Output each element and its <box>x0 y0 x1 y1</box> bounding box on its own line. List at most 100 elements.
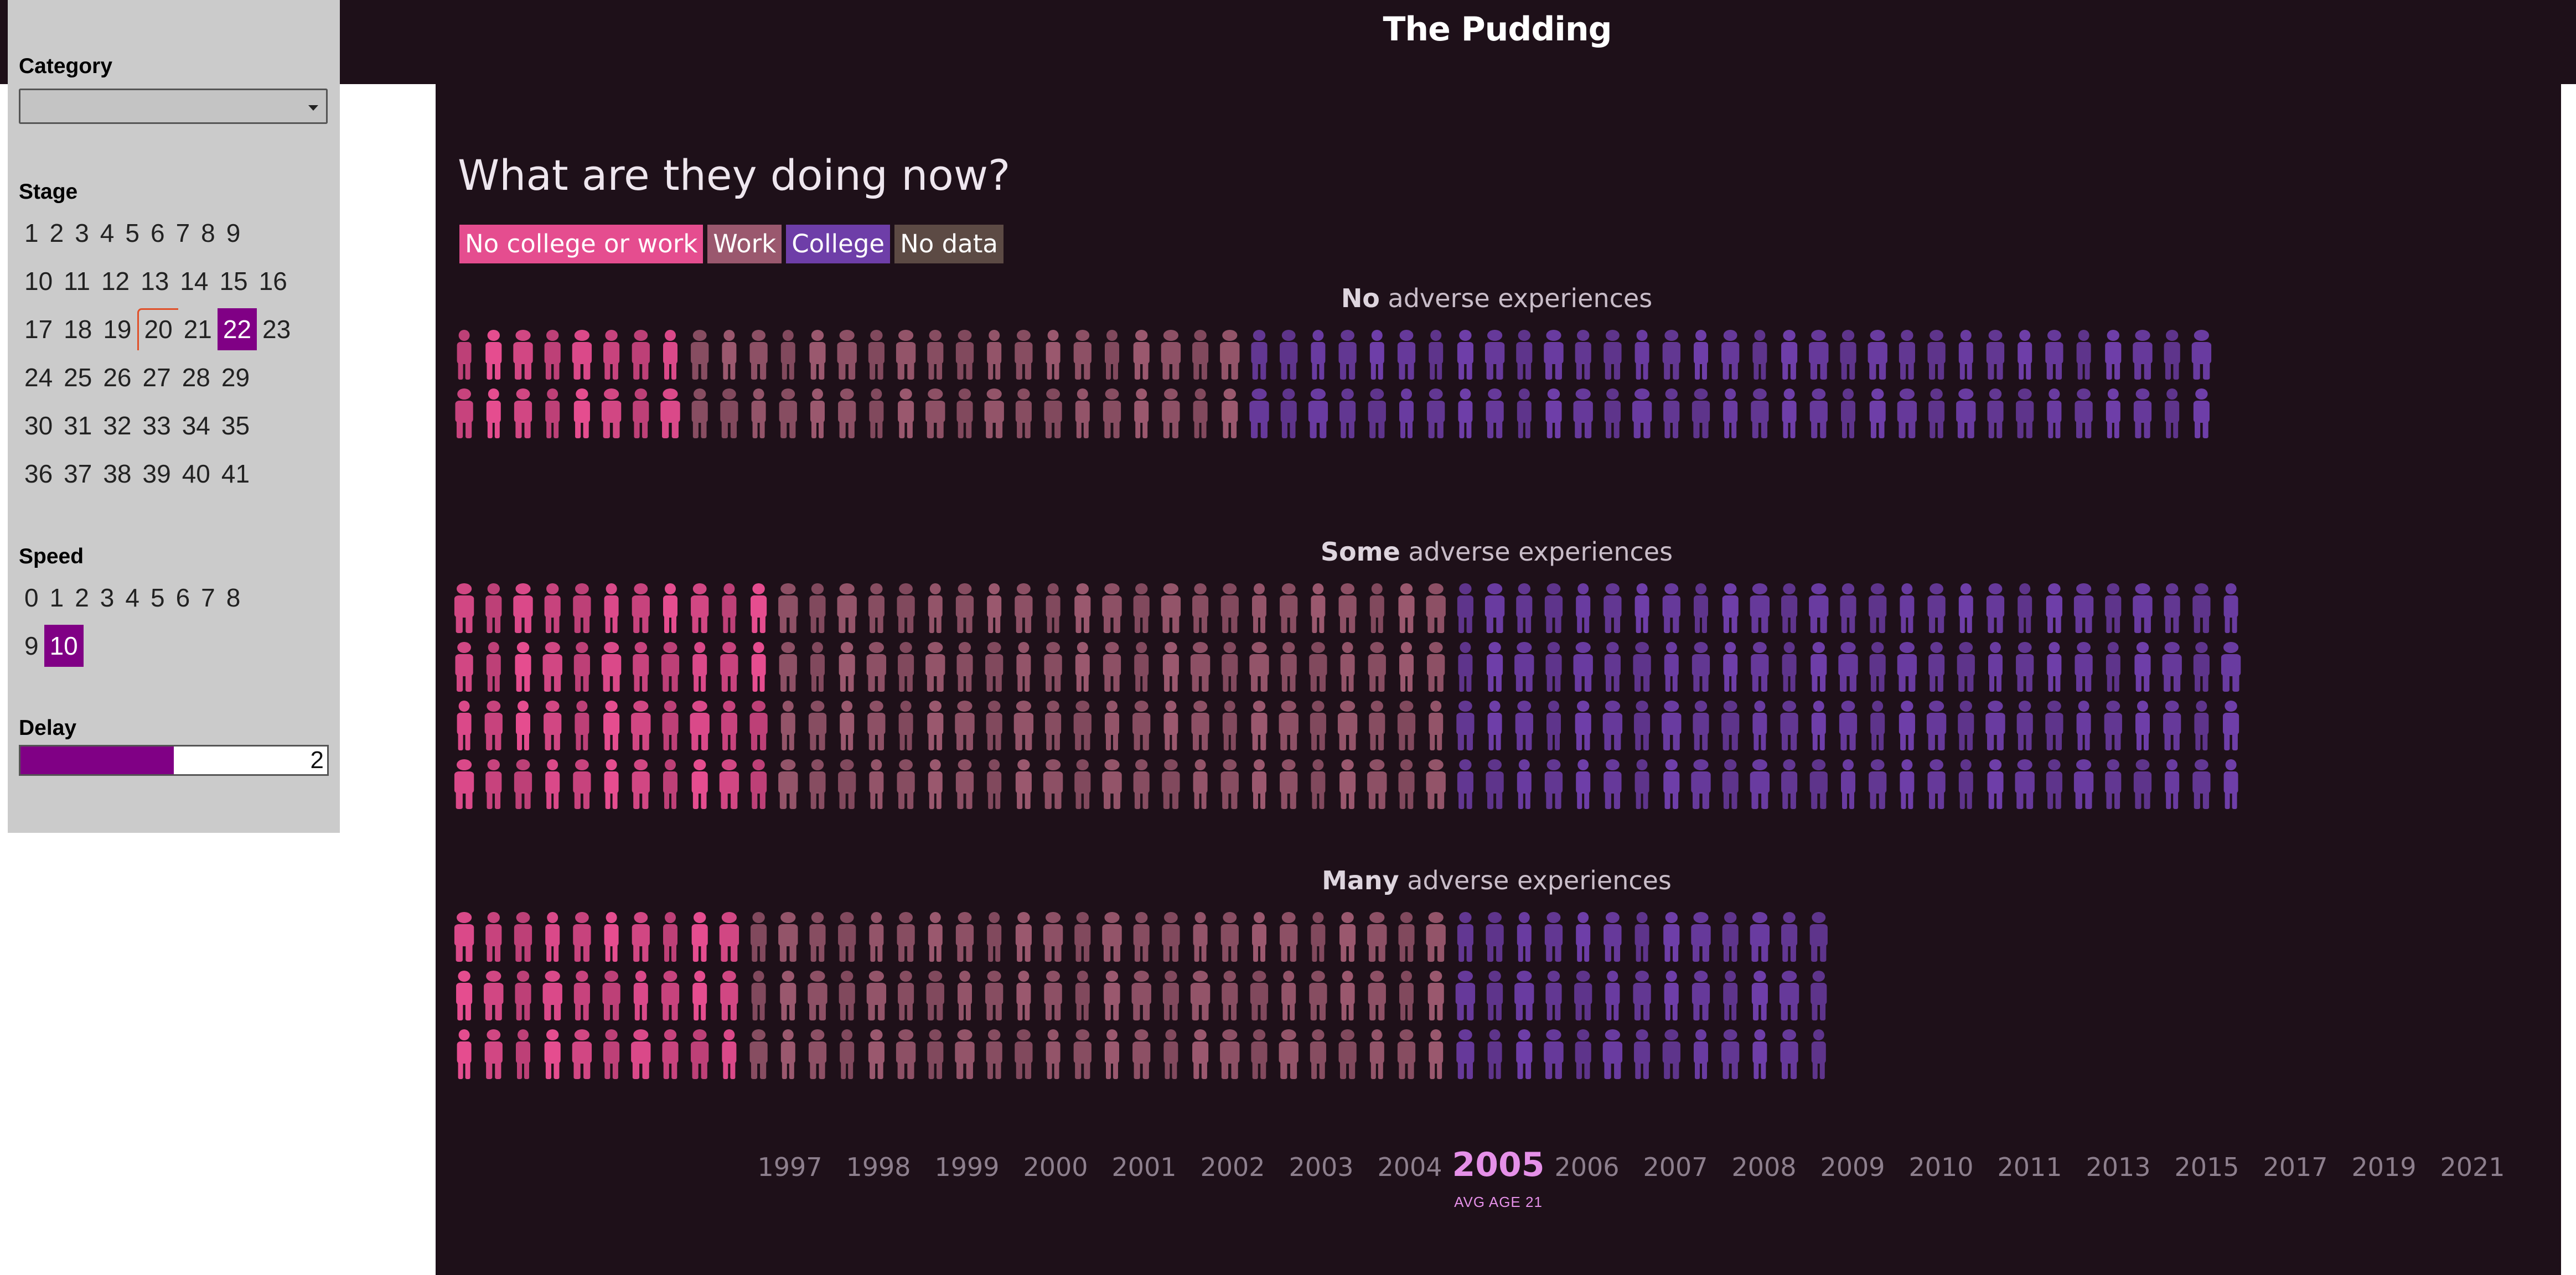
stage-option-22[interactable]: 22 <box>217 308 257 350</box>
stage-option-16[interactable]: 16 <box>258 266 287 296</box>
year-2009[interactable]: 2009 <box>1820 1152 1885 1182</box>
speed-option-9[interactable]: 9 <box>24 631 39 660</box>
stage-option-7[interactable]: 7 <box>175 218 190 247</box>
person-icon <box>1986 330 2005 380</box>
person-icon <box>1869 759 1887 809</box>
stage-option-2[interactable]: 2 <box>49 218 64 247</box>
stage-option-23[interactable]: 23 <box>262 314 291 344</box>
year-2000[interactable]: 2000 <box>1023 1152 1088 1182</box>
stage-option-24[interactable]: 24 <box>24 362 53 392</box>
speed-option-2[interactable]: 2 <box>75 583 89 612</box>
stage-option-4[interactable]: 4 <box>100 218 115 247</box>
person-icon <box>1457 583 1473 634</box>
stage-option-8[interactable]: 8 <box>201 218 215 247</box>
year-2019[interactable]: 2019 <box>2351 1152 2417 1182</box>
person-icon <box>1251 1029 1268 1079</box>
speed-option-4[interactable]: 4 <box>125 583 139 612</box>
stage-option-25[interactable]: 25 <box>64 362 92 392</box>
stage-option-9[interactable]: 9 <box>226 218 241 247</box>
person-icon <box>1429 330 1444 380</box>
speed-option-8[interactable]: 8 <box>226 583 241 612</box>
stage-option-1[interactable]: 1 <box>24 218 39 247</box>
speed-option-7[interactable]: 7 <box>201 583 215 612</box>
year-2011[interactable]: 2011 <box>1997 1152 2062 1182</box>
speed-option-10[interactable]: 10 <box>44 624 84 667</box>
person-icon <box>956 642 973 692</box>
year-2015[interactable]: 2015 <box>2174 1152 2239 1182</box>
speed-option-0[interactable]: 0 <box>24 583 39 612</box>
speed-option-6[interactable]: 6 <box>175 583 190 612</box>
year-2007[interactable]: 2007 <box>1643 1152 1708 1182</box>
stage-option-36[interactable]: 36 <box>24 459 53 488</box>
stage-option-10[interactable]: 10 <box>24 266 53 296</box>
stage-option-28[interactable]: 28 <box>182 362 210 392</box>
year-2021[interactable]: 2021 <box>2440 1152 2505 1182</box>
year-2002[interactable]: 2002 <box>1200 1152 1265 1182</box>
stage-option-31[interactable]: 31 <box>64 411 92 440</box>
stage-option-29[interactable]: 29 <box>221 362 250 392</box>
person-icon <box>1133 759 1150 809</box>
page-title: What are they doing now? <box>458 151 1011 200</box>
person-icon <box>809 912 826 962</box>
stage-option-32[interactable]: 32 <box>103 411 132 440</box>
stage-option-37[interactable]: 37 <box>64 459 92 488</box>
year-2017[interactable]: 2017 <box>2263 1152 2328 1182</box>
person-icon <box>1544 330 1564 380</box>
year-2010[interactable]: 2010 <box>1908 1152 1974 1182</box>
year-2003[interactable]: 2003 <box>1289 1152 1354 1182</box>
stage-option-20[interactable]: 20 <box>137 308 178 350</box>
stage-option-38[interactable]: 38 <box>103 459 132 488</box>
person-icon <box>604 759 619 809</box>
stage-option-33[interactable]: 33 <box>142 411 171 440</box>
stage-option-18[interactable]: 18 <box>64 314 92 344</box>
year-2006[interactable]: 2006 <box>1554 1152 1620 1182</box>
person-icon <box>1220 330 1240 380</box>
stage-option-35[interactable]: 35 <box>221 411 250 440</box>
person-icon <box>1046 583 1061 634</box>
person-icon <box>1015 912 1032 962</box>
stage-option-13[interactable]: 13 <box>141 266 169 296</box>
stage-option-41[interactable]: 41 <box>221 459 250 488</box>
group-label-bold: Many <box>1322 865 1399 895</box>
person-icon <box>486 642 501 692</box>
person-icon <box>573 759 591 809</box>
stage-option-11[interactable]: 11 <box>64 266 90 296</box>
legend-no-college-or-work: No college or work <box>459 225 704 263</box>
year-2008[interactable]: 2008 <box>1731 1152 1797 1182</box>
stage-option-30[interactable]: 30 <box>24 411 53 440</box>
stage-option-26[interactable]: 26 <box>103 362 132 392</box>
speed-option-1[interactable]: 1 <box>49 583 64 612</box>
stage-option-21[interactable]: 21 <box>183 314 212 344</box>
stage-option-39[interactable]: 39 <box>142 459 171 488</box>
category-select[interactable] <box>19 89 328 124</box>
person-icon <box>1339 912 1356 962</box>
year-1997[interactable]: 1997 <box>757 1152 823 1182</box>
person-icon <box>514 759 532 809</box>
stage-option-27[interactable]: 27 <box>142 362 171 392</box>
stage-option-34[interactable]: 34 <box>182 411 210 440</box>
year-2001[interactable]: 2001 <box>1111 1152 1177 1182</box>
year-2005[interactable]: 2005 <box>1452 1146 1545 1184</box>
person-icon <box>1515 701 1533 750</box>
person-icon <box>1162 912 1180 962</box>
stage-option-12[interactable]: 12 <box>101 266 130 296</box>
stage-option-3[interactable]: 3 <box>75 218 89 247</box>
year-1998[interactable]: 1998 <box>846 1152 911 1182</box>
stage-option-14[interactable]: 14 <box>180 266 209 296</box>
stage-option-17[interactable]: 17 <box>24 314 53 344</box>
stage-option-40[interactable]: 40 <box>182 459 210 488</box>
year-2004[interactable]: 2004 <box>1377 1152 1442 1182</box>
stage-option-15[interactable]: 15 <box>219 266 248 296</box>
delay-slider[interactable]: 2 <box>19 745 329 776</box>
speed-option-3[interactable]: 3 <box>100 583 115 612</box>
person-icon <box>720 388 738 438</box>
stage-option-19[interactable]: 19 <box>103 314 132 344</box>
brand-logo[interactable]: The Pudding <box>1383 10 1612 49</box>
year-2013[interactable]: 2013 <box>2086 1152 2151 1182</box>
person-icon <box>1897 642 1917 692</box>
person-icon <box>808 971 827 1020</box>
year-1999[interactable]: 1999 <box>934 1152 1000 1182</box>
stage-option-5[interactable]: 5 <box>125 218 139 247</box>
stage-option-6[interactable]: 6 <box>150 218 165 247</box>
speed-option-5[interactable]: 5 <box>150 583 165 612</box>
